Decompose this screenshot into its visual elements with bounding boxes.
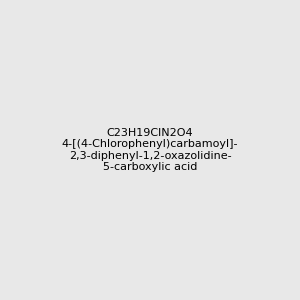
Text: C23H19ClN2O4
4-[(4-Chlorophenyl)carbamoyl]-
2,3-diphenyl-1,2-oxazolidine-
5-carb: C23H19ClN2O4 4-[(4-Chlorophenyl)carbamoy… xyxy=(62,128,238,172)
